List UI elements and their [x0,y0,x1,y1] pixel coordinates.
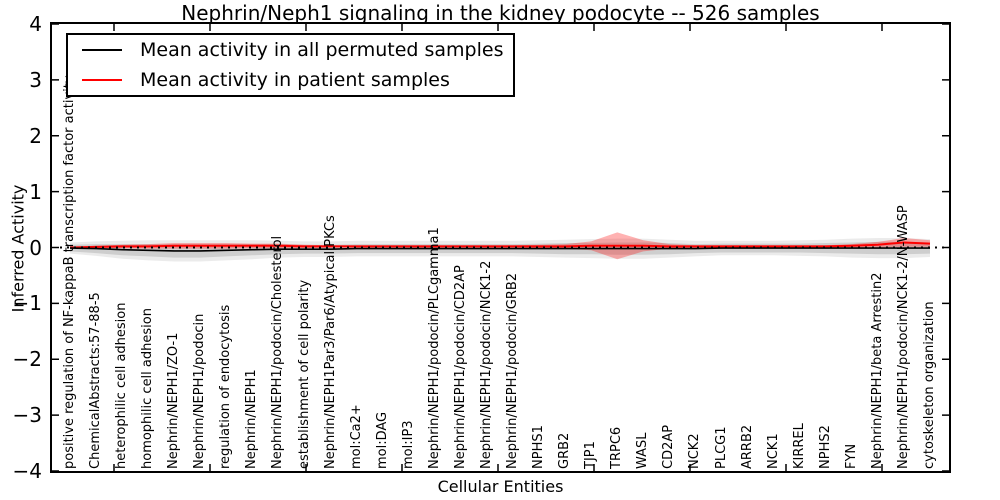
x-tick-label: Nephrin/NEPH1/podocin/PLCgamma1 [426,227,442,469]
x-tick-label: WASL [635,432,651,469]
x-tick-label: mol:Ca2+ [348,404,364,469]
x-tick-label: regulation of endocytosis [218,304,234,469]
x-tick-label: Nephrin/NEPH1/podocin/NCK1-2/N-WASP [895,205,911,469]
x-axis-label: Cellular Entities [437,477,564,496]
patient-line-sample-icon [82,79,122,81]
y-tick-label: 4 [29,12,42,36]
x-tick-label: FYN [843,443,859,469]
y-tick-label: −4 [12,459,42,483]
x-tick-label: NPHS1 [531,425,547,469]
chart-canvas [52,24,949,471]
y-tick-label: 3 [29,67,42,92]
x-tick-label: heterophilic cell adhesion [114,302,130,470]
x-tick-label: cytoskeleton organization [921,301,937,469]
x-tick-label: NPHS2 [817,425,833,469]
chart-title: Nephrin/Neph1 signaling in the kidney po… [181,1,820,25]
permuted-line-sample-icon [82,49,122,51]
x-tick-label: NCK2 [687,433,703,469]
legend-label-patient: Mean activity in patient samples [140,69,450,91]
x-tick-label: Nephrin/NEPH1/podocin [192,313,208,469]
y-tick-label: 2 [29,123,42,148]
permuted-spread-outer-band [70,238,930,262]
x-tick-label: homophilic cell adhesion [140,308,156,469]
x-tick-label: CD2AP [661,424,677,469]
y-tick-label: −2 [12,347,42,372]
x-tick-label: KIRREL [791,423,807,469]
x-tick-label: Nephrin/NEPH1/podocin/Cholesterol [270,235,286,469]
x-tick-label: Nephrin/NEPH1 [244,369,260,469]
x-tick-label: establishment of cell polarity [296,279,312,469]
legend-item-patient: Mean activity in patient samples [82,67,513,93]
y-tick-label: 1 [29,179,42,204]
legend: Mean activity in all permuted samples Me… [66,33,515,97]
plot-area [50,22,951,473]
x-tick-label: Nephrin/NEPH1Par3/Par6/Atypical PKCs [322,215,338,469]
y-tick-label: 0 [29,235,42,260]
x-tick-label: Nephrin/NEPH1/podocin/CD2AP [452,265,468,469]
y-tick-label: −1 [12,291,42,316]
patient-mean-line [69,241,931,249]
x-tick-label: PLCG1 [713,426,729,469]
x-tick-label: Nephrin/NEPH1/beta Arrestin2 [869,272,885,470]
x-tick-label: positive regulation of NF-kappaB transcr… [62,75,77,469]
x-tick-label: GRB2 [557,432,573,469]
x-tick-label: ARRB2 [739,424,755,469]
legend-label-permuted: Mean activity in all permuted samples [140,39,504,61]
x-tick-label: Nephrin/NEPH1/ZO-1 [166,332,182,469]
x-tick-label: NCK1 [765,433,781,469]
x-tick-label: mol:IP3 [400,420,416,469]
x-tick-label: Nephrin/NEPH1/podocin/NCK1-2 [478,260,494,469]
legend-item-permuted: Mean activity in all permuted samples [82,37,513,63]
x-tick-label: TRPC6 [609,426,625,469]
x-tick-label: mol:DAG [374,411,390,469]
x-tick-label: TJP1 [583,441,599,469]
x-tick-label: ChemicalAbstracts:57-88-5 [88,292,104,469]
y-tick-label: −3 [12,403,42,428]
x-tick-label: Nephrin/NEPH1/podocin/GRB2 [505,272,521,469]
permuted-mean-line [69,247,930,252]
